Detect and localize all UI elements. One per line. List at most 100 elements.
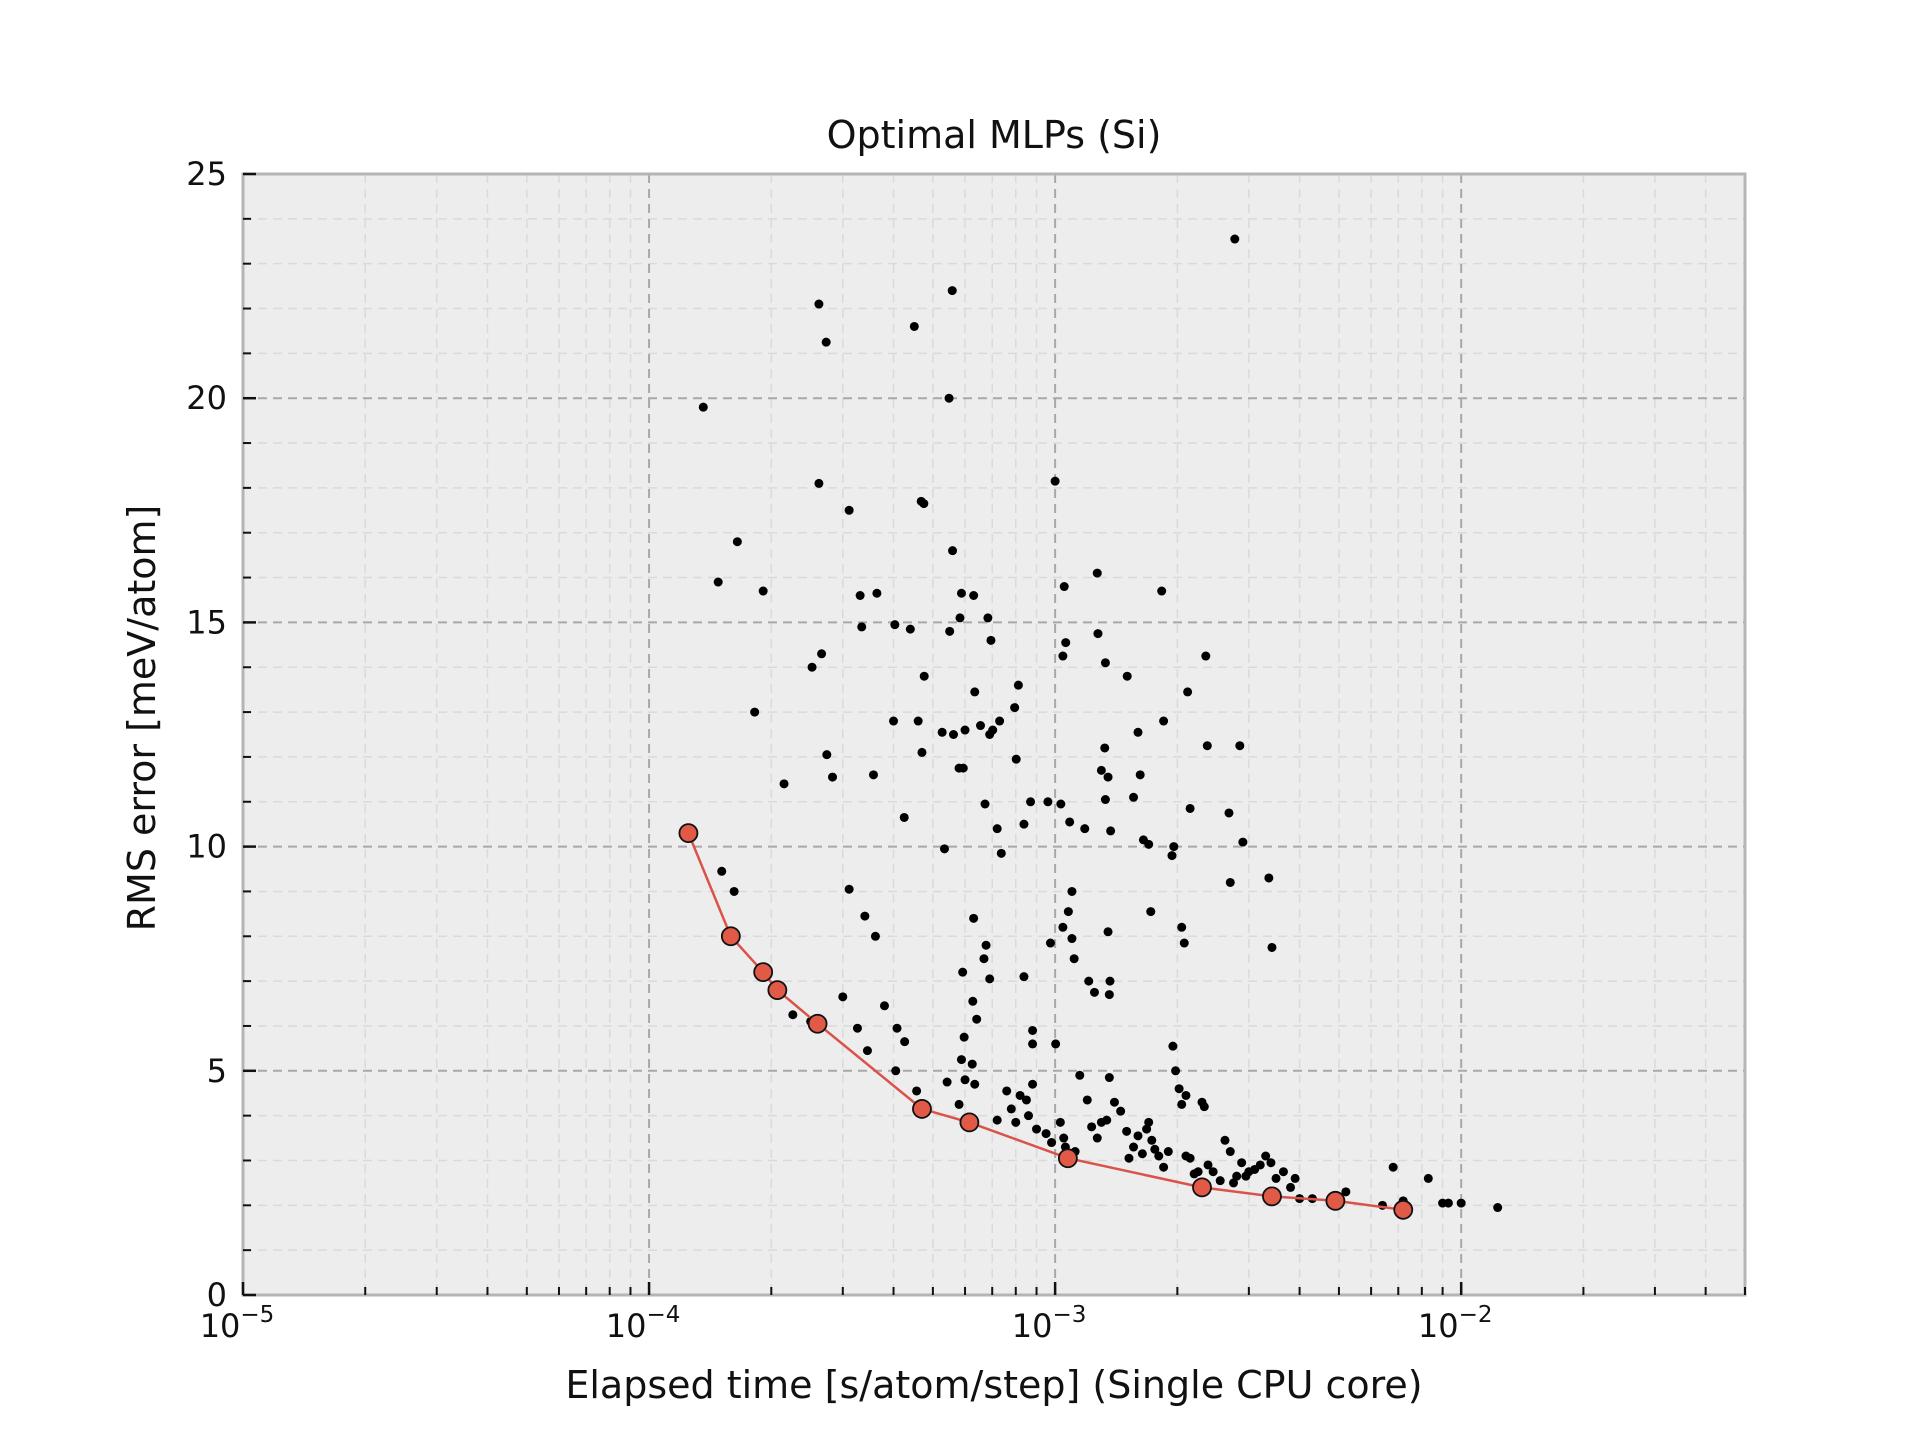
scatter-point [1147,1135,1157,1145]
scatter-point [1129,1142,1139,1152]
pareto-point [678,823,699,844]
scatter-point [892,1023,902,1033]
scatter-point [968,996,978,1006]
scatter-point [1278,1167,1288,1177]
scatter-point [788,1010,798,1020]
scatter-point [958,763,968,773]
plot-frame [241,172,1747,1297]
x-tick-label: 10−4 [606,1302,681,1345]
scatter-point [1181,1090,1191,1100]
scatter-point [1224,808,1234,818]
scatter-point [870,931,880,941]
scatter-point [817,649,827,659]
scatter-point [1208,1167,1218,1177]
scatter-point [750,707,760,717]
scatter-point [1056,799,1066,809]
plot-area: 10−5 10−4 10−3 10−2 0 5 10 15 20 25 [186,155,1747,1345]
scatter-point [1102,1115,1112,1125]
scatter-point [937,727,947,737]
scatter-point [1093,629,1103,639]
scatter-point [970,687,980,697]
scatter-point [1137,1149,1147,1159]
scatter-point [1011,1117,1021,1127]
scatter-point [1163,1147,1173,1157]
scatter-point [956,588,966,598]
scatter-point [1423,1173,1433,1183]
scatter-point [1024,1111,1034,1121]
y-tick-label: 15 [186,603,227,641]
scatter-point [1456,1198,1466,1208]
scatter-point [1006,1104,1016,1114]
scatter-point [948,730,958,739]
scatter-point [1058,922,1068,932]
scatter-point [1106,826,1116,836]
scatter-point [1028,1039,1038,1049]
scatter-point [1179,938,1189,948]
scatter-point [980,799,990,809]
x-tick-label: 10−2 [1418,1302,1493,1345]
scatter-point [1116,1106,1126,1116]
pareto-point [720,926,741,947]
scatter-point [879,1001,889,1011]
scatter-point [995,716,1005,726]
scatter-point [985,730,995,739]
scatter-point [1032,1124,1042,1134]
scatter-point [844,505,854,515]
scatter-point [1144,839,1154,849]
scatter-point [1096,765,1106,775]
scatter-point [948,546,958,556]
scatter-point [1122,671,1132,681]
scatter-point [1041,1129,1051,1139]
scatter-point [1061,638,1071,648]
scatter-point [1235,741,1245,751]
scatter-point [1225,1147,1235,1157]
scatter-point [1092,1133,1102,1143]
scatter-point [1010,703,1020,713]
scatter-point [985,974,995,984]
pareto-point [1262,1186,1282,1207]
scatter-point [1232,1171,1242,1181]
scatter-point [821,337,831,347]
scatter-point [1220,1135,1230,1145]
scatter-point [1177,1099,1187,1109]
scatter-point [1100,658,1110,668]
scatter-point [1181,1151,1191,1161]
scatter-point [828,772,838,782]
scatter-point [1082,1095,1092,1105]
scatter-point [1058,651,1068,661]
scatter-point [698,402,708,412]
scatter-point [939,844,949,854]
scatter-point [959,1032,969,1042]
scatter-point [1229,1178,1239,1188]
scatter-point [1100,743,1110,753]
scatter-point [1055,1117,1065,1127]
y-tick-label: 10 [186,828,227,866]
scatter-point [1144,1117,1154,1127]
scatter-point [1493,1203,1503,1213]
scatter-point [1341,1187,1351,1197]
scatter-point [1028,1079,1038,1089]
scatter-point [1261,1151,1271,1161]
scatter-point [1199,1102,1209,1112]
scatter-point [947,286,957,296]
scatter-point [1019,972,1029,982]
scatter-point [868,770,878,780]
scatter-point [1105,976,1115,986]
scatter-point [1002,1086,1012,1096]
scatter-point [713,577,723,587]
scatter-point [1013,680,1023,690]
scatter-point [1092,568,1102,578]
scatter-point [891,1066,901,1076]
scatter-point [1069,954,1079,964]
scatter-point [1059,582,1069,592]
scatter-point [1177,922,1187,932]
scatter-point [1028,1025,1038,1035]
scatter-point [717,866,727,876]
scatter-point [1065,817,1075,827]
scatter-point [1045,938,1055,948]
scatter-point [970,1079,980,1089]
scatter-point [822,750,832,760]
scatter-point [912,1086,922,1096]
scatter-point [1267,942,1277,952]
